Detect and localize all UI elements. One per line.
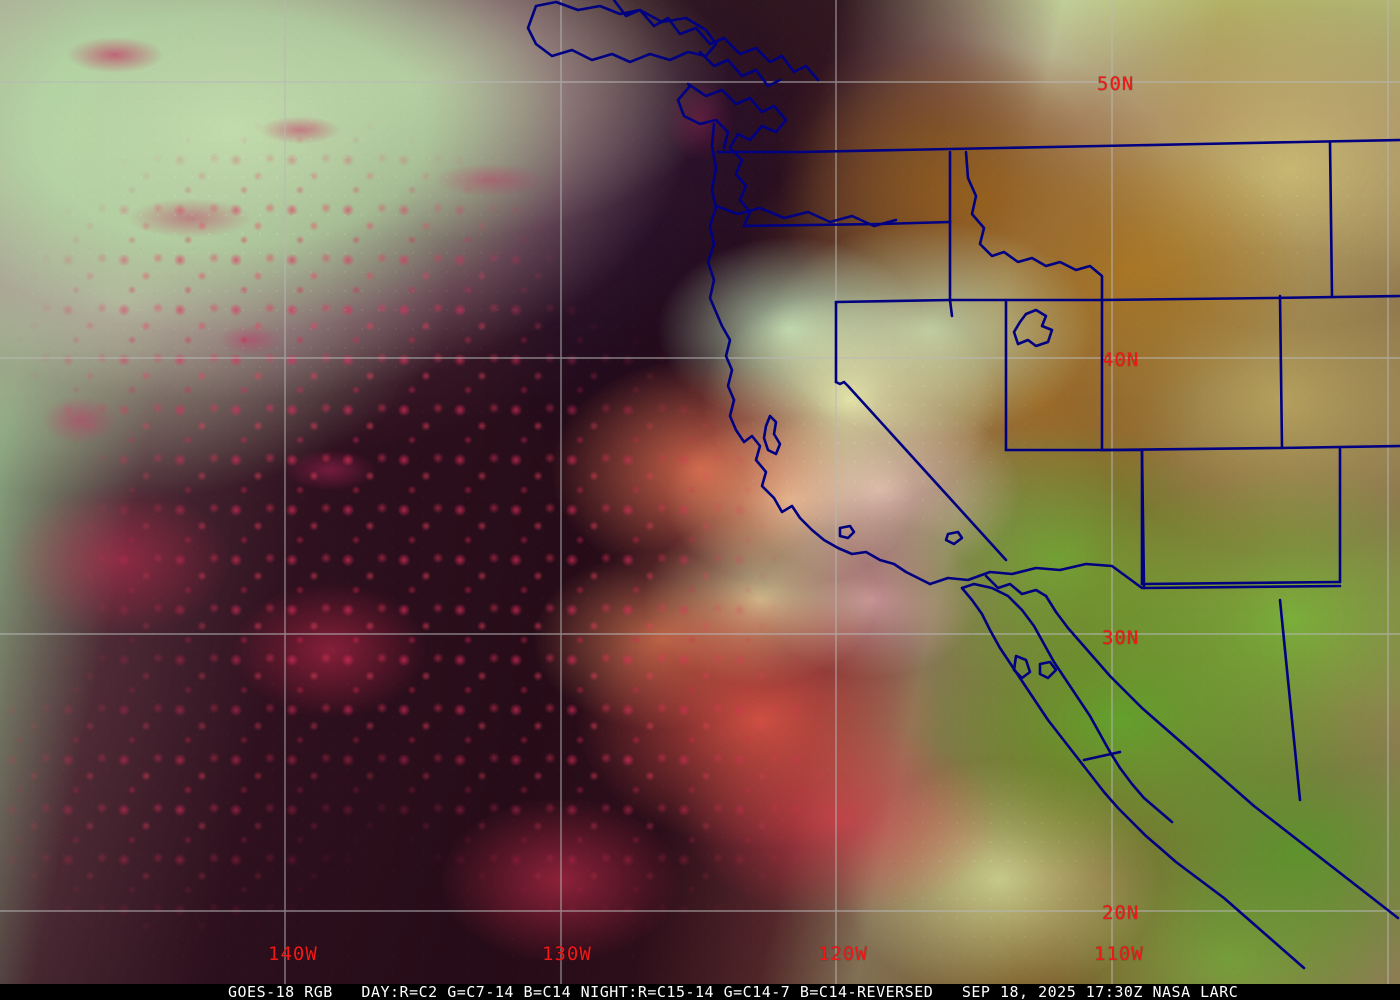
map-boundaries bbox=[526, 0, 1400, 970]
grid-label-lat-30n: 30N bbox=[1102, 627, 1140, 649]
grid-label-lat-20n: 20N bbox=[1102, 902, 1140, 924]
caption-bar: GOES-18 RGB DAY:R=C2 G=C7-14 B=C14 NIGHT… bbox=[0, 984, 1400, 1000]
grid-label-lat-50n: 50N bbox=[1097, 73, 1135, 95]
border-newmexico-south bbox=[1142, 584, 1342, 590]
border-wyoming-south bbox=[1100, 444, 1400, 452]
island-tiburon bbox=[1038, 660, 1058, 680]
coastline-colorado-delta bbox=[984, 574, 1048, 598]
border-baja-norte-sur bbox=[1082, 750, 1122, 762]
coastline-puget-sound bbox=[686, 82, 788, 228]
border-idaho-montana bbox=[964, 150, 1104, 302]
lake-mead bbox=[944, 530, 964, 546]
island-angel-de-la-guarda bbox=[1012, 654, 1032, 680]
bay-san-francisco bbox=[762, 414, 782, 456]
coastline-california bbox=[728, 398, 932, 586]
grid-label-lat-40n: 40N bbox=[1102, 349, 1140, 371]
coastline-baja-california bbox=[960, 586, 1306, 970]
border-colorado-south bbox=[1140, 580, 1342, 586]
border-us-mexico bbox=[928, 562, 1144, 590]
grid-label-lon-130w: 130W bbox=[542, 943, 592, 965]
grid-label-lon-140w: 140W bbox=[268, 943, 318, 965]
lake-salton-sea bbox=[838, 524, 856, 540]
border-wa-or bbox=[742, 220, 952, 228]
product-caption: GOES-18 RGB DAY:R=C2 G=C7-14 B=C14 NIGHT… bbox=[228, 984, 1239, 1000]
coastline-gulf-of-california bbox=[1044, 594, 1400, 920]
coastline-washington-oregon bbox=[706, 122, 736, 402]
border-wyoming-east bbox=[1278, 294, 1284, 450]
border-arizona-newmexico bbox=[1140, 448, 1146, 590]
lake-great-salt bbox=[1012, 308, 1054, 348]
border-nevada-oregon bbox=[834, 298, 952, 304]
border-montana-wyoming bbox=[1100, 294, 1400, 302]
river-columbia bbox=[714, 204, 898, 228]
grid-label-lon-120w: 120W bbox=[818, 943, 868, 965]
coastline-olympic-peninsula bbox=[676, 84, 730, 150]
coastline-british-columbia bbox=[612, 0, 820, 82]
coastline-baja-gulf-side bbox=[960, 582, 1174, 824]
coastline-inside-passage bbox=[698, 50, 782, 88]
coastline-vancouver-island bbox=[526, 0, 718, 64]
border-california-nevada bbox=[834, 380, 1008, 562]
border-us-canada bbox=[716, 138, 1400, 154]
border-or-id bbox=[948, 220, 954, 318]
border-montana-north-dakota bbox=[1328, 140, 1334, 298]
border-sonora-chihuahua bbox=[1278, 598, 1302, 802]
grid-label-lon-110w: 110W bbox=[1094, 943, 1144, 965]
